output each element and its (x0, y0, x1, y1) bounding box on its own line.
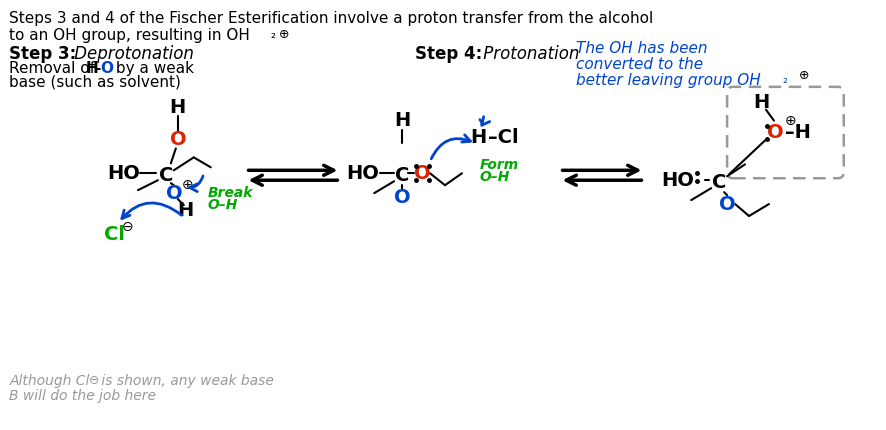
Text: C: C (395, 166, 409, 185)
Text: HO: HO (107, 164, 141, 183)
Text: Although Cl: Although Cl (10, 374, 89, 388)
Text: Removal of: Removal of (10, 61, 100, 76)
FancyArrowPatch shape (122, 203, 182, 218)
Text: Step 3:: Step 3: (10, 45, 76, 63)
Text: C: C (159, 166, 173, 185)
Text: The OH has been: The OH has been (576, 41, 707, 56)
FancyArrowPatch shape (480, 117, 490, 125)
Text: H: H (753, 93, 769, 112)
Text: ⊕: ⊕ (182, 178, 194, 192)
Text: O: O (166, 184, 183, 203)
Text: H: H (470, 128, 486, 147)
Text: ⊕: ⊕ (278, 28, 289, 41)
Text: Steps 3 and 4 of the Fischer Esterification involve a proton transfer from the a: Steps 3 and 4 of the Fischer Esterificat… (10, 11, 654, 26)
Text: O: O (393, 187, 410, 207)
Text: -: - (94, 61, 100, 76)
Text: H: H (170, 98, 186, 117)
FancyArrowPatch shape (431, 135, 470, 159)
Text: H: H (178, 200, 194, 220)
Text: ₂: ₂ (783, 73, 788, 86)
Text: Deprotonation: Deprotonation (69, 45, 194, 63)
Text: C: C (712, 173, 727, 192)
Text: converted to the: converted to the (576, 57, 703, 72)
Text: ⊕: ⊕ (799, 69, 810, 82)
Text: ⊕: ⊕ (785, 114, 797, 128)
Text: O–H: O–H (207, 198, 238, 212)
Text: Protonation: Protonation (478, 45, 579, 63)
FancyArrowPatch shape (190, 176, 203, 192)
Text: Step 4:: Step 4: (415, 45, 482, 63)
Text: base (such as solvent): base (such as solvent) (10, 75, 182, 90)
Text: O: O (414, 164, 431, 183)
Text: by a weak: by a weak (111, 61, 194, 76)
Text: Break: Break (207, 186, 253, 200)
Text: O–H: O–H (480, 170, 510, 184)
Text: O: O (100, 61, 113, 76)
Text: better leaving group OH: better leaving group OH (576, 73, 760, 88)
Text: ⊖: ⊖ (89, 374, 99, 387)
Text: O: O (169, 130, 186, 149)
Text: –H: –H (785, 123, 811, 142)
Text: HO: HO (346, 164, 378, 183)
Text: Form: Form (480, 158, 519, 172)
Text: is shown, any weak base: is shown, any weak base (97, 374, 274, 388)
Text: HO: HO (661, 171, 694, 190)
Text: Cl: Cl (104, 225, 125, 244)
Text: to an OH group, resulting in OH: to an OH group, resulting in OH (10, 28, 250, 43)
Text: ⊖: ⊖ (122, 220, 134, 234)
Text: B will do the job here: B will do the job here (10, 389, 156, 403)
Text: O: O (719, 194, 735, 214)
Text: H: H (85, 61, 97, 76)
Text: –Cl: –Cl (488, 128, 518, 147)
Text: O: O (766, 123, 783, 142)
Text: ₂: ₂ (270, 28, 276, 41)
Text: H: H (394, 111, 410, 130)
